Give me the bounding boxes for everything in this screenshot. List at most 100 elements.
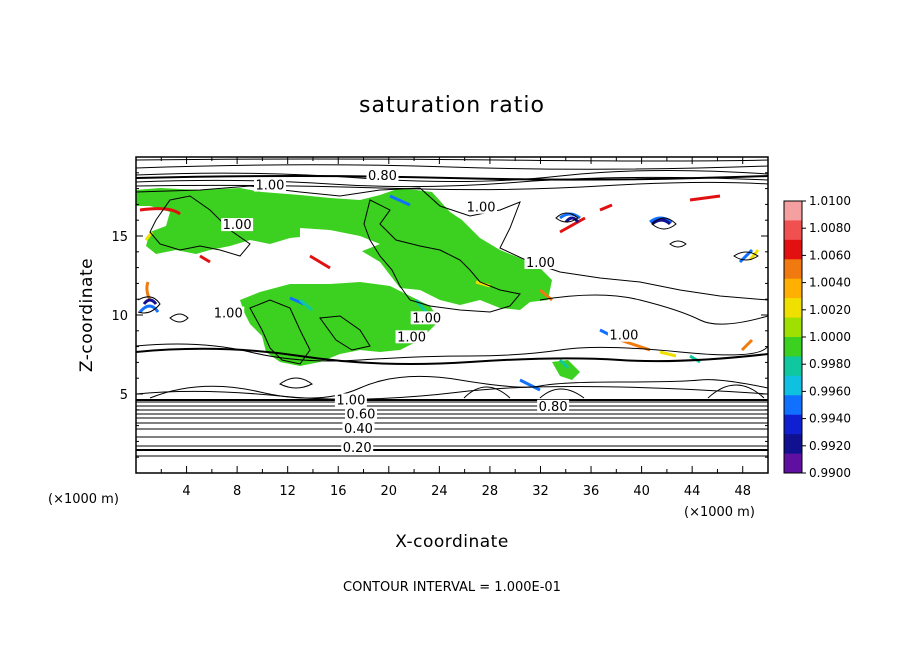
x-tick-label-12: 12 bbox=[279, 484, 296, 499]
contour-label: 1.00 bbox=[609, 329, 638, 344]
colorbar-swatch bbox=[784, 337, 802, 357]
contour-label-bg bbox=[253, 178, 286, 192]
x-tick-label-8: 8 bbox=[233, 484, 241, 499]
contour-label-bg bbox=[537, 399, 570, 413]
contour-label-bg bbox=[607, 328, 640, 342]
green-region-upper-center bbox=[300, 228, 380, 252]
x-axis-ticks: 4 8 12 16 20 24 28 32 36 40 44 48 bbox=[160, 157, 751, 499]
contour-bottom-hump-1 bbox=[149, 375, 768, 399]
plot-area: 0.80 1.00 1.00 1.00 1.00 1.00 1.00 1.00 1.00 1.00… bbox=[136, 157, 768, 473]
y-tick-label-10: 10 bbox=[111, 309, 128, 324]
colorbar-label: 0.9920 bbox=[809, 439, 851, 453]
colorbar-swatch bbox=[784, 414, 802, 435]
x-axis-label: X-coordinate bbox=[395, 532, 509, 552]
x-tick-label-44: 44 bbox=[684, 484, 701, 499]
contour-label: 0.60 bbox=[347, 408, 376, 423]
colorbar-label: 0.9900 bbox=[809, 466, 851, 480]
contour-label-bg bbox=[366, 169, 399, 183]
contour-mid-left bbox=[136, 343, 768, 362]
x-tick-label-24: 24 bbox=[431, 484, 448, 499]
contour-label-bg bbox=[334, 393, 367, 407]
colorbar-swatch bbox=[784, 434, 802, 455]
contour-label: 1.00 bbox=[467, 201, 496, 216]
x-tick-label-20: 20 bbox=[381, 484, 398, 499]
contour-label-bg bbox=[341, 440, 374, 454]
contour-bump-4 bbox=[279, 377, 313, 389]
contour-label: 1.00 bbox=[256, 179, 285, 194]
edge-yellow bbox=[144, 231, 760, 358]
x-tick-label-40: 40 bbox=[633, 484, 650, 499]
colorbar-swatch bbox=[784, 278, 802, 299]
colorbar-swatch bbox=[784, 239, 802, 260]
contour-label: 0.80 bbox=[368, 169, 397, 184]
colorbar-label: 1.0100 bbox=[809, 194, 851, 208]
colorbar-label: 0.9960 bbox=[809, 384, 851, 398]
contour-label-bg bbox=[395, 330, 428, 344]
contour-top-2 bbox=[136, 169, 768, 183]
contour-cloud-4 bbox=[319, 315, 371, 351]
contour-loop-4 bbox=[669, 240, 687, 248]
contour-bump-2 bbox=[539, 388, 585, 399]
x-tick-label-16: 16 bbox=[330, 484, 347, 499]
colorbar-label: 1.0020 bbox=[809, 303, 851, 317]
x-tick-label-36: 36 bbox=[583, 484, 600, 499]
contour-top-1 bbox=[136, 164, 768, 170]
contour-interval-note: CONTOUR INTERVAL = 1.000E-01 bbox=[343, 580, 561, 595]
contour-lines-thick bbox=[136, 175, 768, 451]
contour-bump-3 bbox=[707, 384, 765, 399]
contour-label-bg bbox=[410, 311, 443, 325]
colorbar: 1.0100 1.0080 1.0060 1.0040 1.0020 1.0000 0.99… bbox=[783, 194, 851, 480]
colorbar-label: 1.0060 bbox=[809, 248, 851, 262]
x-unit-left: (×1000 m) bbox=[48, 492, 119, 507]
contour-loop-6 bbox=[137, 296, 161, 314]
colorbar-swatch bbox=[784, 356, 802, 377]
colorbar-swatch bbox=[784, 220, 802, 241]
edge-orange bbox=[145, 281, 754, 352]
contour-label: 1.00 bbox=[214, 307, 243, 322]
colorbar-label: 0.9940 bbox=[809, 412, 851, 426]
contour-bump-1 bbox=[463, 386, 511, 399]
contour-label: 1.00 bbox=[336, 393, 365, 408]
contour-top-3 bbox=[136, 176, 768, 188]
colorbar-swatch bbox=[784, 317, 802, 338]
x-tick-label-48: 48 bbox=[734, 484, 751, 499]
contour-cloud-1 bbox=[149, 195, 251, 257]
y-tick-label-5: 5 bbox=[120, 388, 128, 403]
edge-cyan bbox=[299, 298, 701, 370]
contour-loop-5 bbox=[733, 251, 759, 261]
green-region-middle bbox=[240, 282, 440, 366]
contour-mid-right bbox=[539, 294, 768, 325]
contour-label-bg bbox=[221, 218, 254, 232]
x-tick-label-4: 4 bbox=[182, 484, 190, 499]
y-axis-ticks: 5 10 15 bbox=[111, 172, 768, 458]
contour-label: 1.00 bbox=[412, 311, 441, 326]
contour-top-4 bbox=[136, 181, 768, 191]
colorbar-label: 1.0080 bbox=[809, 221, 851, 235]
y-tick-label-15: 15 bbox=[111, 230, 128, 245]
colorbar-swatch bbox=[784, 453, 802, 474]
contour-bottom-hump-2 bbox=[136, 385, 768, 400]
contour-loop-1 bbox=[169, 313, 189, 323]
chart-title: saturation ratio bbox=[359, 93, 545, 118]
x-tick-label-28: 28 bbox=[482, 484, 499, 499]
contour-label-bg bbox=[524, 256, 557, 270]
contour-label: 1.00 bbox=[526, 256, 555, 271]
colorbar-swatch bbox=[784, 375, 802, 396]
x-tick-label-32: 32 bbox=[532, 484, 549, 499]
contour-label: 0.20 bbox=[343, 441, 372, 456]
contour-thick-top bbox=[136, 175, 768, 181]
contour-label: 0.40 bbox=[344, 422, 373, 437]
colorbar-label: 0.9980 bbox=[809, 357, 851, 371]
contour-label-layer: 0.80 1.00 1.00 1.00 1.00 1.00 1.00 1.00 1.00 1.00… bbox=[212, 169, 640, 456]
colorbar-label: 1.0040 bbox=[809, 276, 851, 290]
contour-label-bg bbox=[342, 421, 375, 435]
edge-red bbox=[139, 194, 721, 270]
y-axis-label: Z-coordinate bbox=[77, 258, 97, 372]
contour-cloud-2 bbox=[363, 199, 521, 313]
contour-upper-cloud bbox=[136, 185, 768, 301]
green-region-small bbox=[552, 360, 580, 380]
contour-label-bg bbox=[212, 306, 245, 320]
contour-label: 1.00 bbox=[397, 330, 426, 345]
contour-label: 1.00 bbox=[223, 218, 252, 233]
